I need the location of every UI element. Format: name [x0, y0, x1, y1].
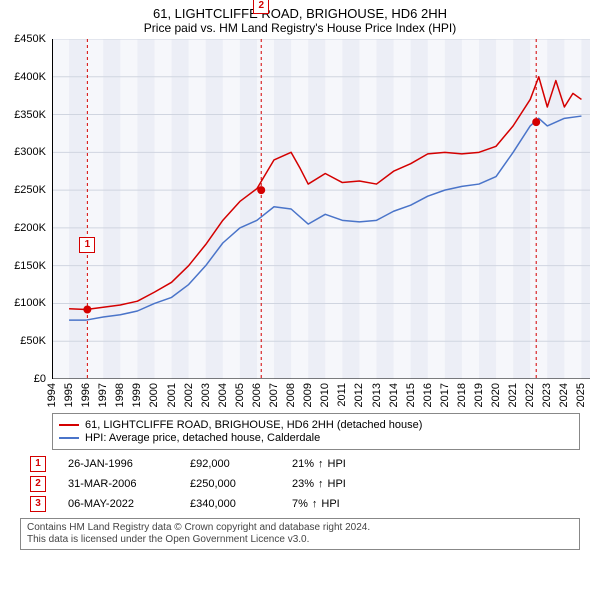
x-tick-label: 2009: [302, 383, 314, 407]
plot-area: 123: [52, 39, 590, 379]
legend-item-property: 61, LIGHTCLIFFE ROAD, BRIGHOUSE, HD6 2HH…: [59, 419, 573, 431]
sale-marker-badge: 1: [79, 237, 95, 253]
y-tick-label: £300K: [2, 146, 46, 158]
x-tick-label: 2006: [251, 383, 263, 407]
x-tick-label: 1996: [80, 383, 92, 407]
y-tick-label: £50K: [2, 335, 46, 347]
y-tick-label: £100K: [2, 297, 46, 309]
page: 61, LIGHTCLIFFE ROAD, BRIGHOUSE, HD6 2HH…: [0, 0, 600, 590]
x-tick-label: 2022: [524, 383, 536, 407]
y-tick-label: £400K: [2, 71, 46, 83]
sale-date: 26-JAN-1996: [68, 458, 168, 470]
x-tick-label: 1995: [63, 383, 75, 407]
sale-pct-vs-hpi: 23%↑HPI: [292, 478, 382, 490]
chart: 123 £0£50K£100K£150K£200K£250K£300K£350K…: [52, 39, 590, 409]
attribution-line: Contains HM Land Registry data © Crown c…: [27, 522, 573, 534]
sale-marker-badge: 1: [30, 456, 46, 472]
sale-price: £250,000: [190, 478, 270, 490]
x-tick-label: 2019: [473, 383, 485, 407]
x-tick-label: 2025: [575, 383, 587, 407]
chart-title: 61, LIGHTCLIFFE ROAD, BRIGHOUSE, HD6 2HH: [0, 0, 600, 21]
sale-marker-badge: 2: [30, 476, 46, 492]
x-tick-label: 2000: [148, 383, 160, 407]
x-tick-label: 2020: [490, 383, 502, 407]
sale-price: £92,000: [190, 458, 270, 470]
x-tick-label: 1997: [97, 383, 109, 407]
sale-marker-badge: 2: [253, 0, 269, 14]
sale-marker-badge: 3: [30, 496, 46, 512]
y-axis: £0£50K£100K£150K£200K£250K£300K£350K£400…: [2, 39, 50, 379]
x-tick-label: 2012: [353, 383, 365, 407]
x-tick-label: 2018: [456, 383, 468, 407]
attribution-line: This data is licensed under the Open Gov…: [27, 534, 573, 546]
x-tick-label: 2002: [183, 383, 195, 407]
legend: 61, LIGHTCLIFFE ROAD, BRIGHOUSE, HD6 2HH…: [52, 413, 580, 450]
sale-row: 3 06-MAY-2022 £340,000 7%↑HPI: [30, 496, 580, 512]
arrow-up-icon: ↑: [318, 478, 324, 490]
y-tick-label: £150K: [2, 260, 46, 272]
arrow-up-icon: ↑: [312, 498, 318, 510]
x-tick-label: 2015: [405, 383, 417, 407]
sale-row: 2 31-MAR-2006 £250,000 23%↑HPI: [30, 476, 580, 492]
y-tick-label: £350K: [2, 109, 46, 121]
arrow-up-icon: ↑: [318, 458, 324, 470]
legend-swatch: [59, 424, 79, 426]
y-tick-label: £200K: [2, 222, 46, 234]
x-tick-label: 2023: [541, 383, 553, 407]
sale-pct-vs-hpi: 7%↑HPI: [292, 498, 382, 510]
x-tick-label: 2008: [285, 383, 297, 407]
x-tick-label: 2013: [371, 383, 383, 407]
x-tick-label: 2010: [319, 383, 331, 407]
x-tick-label: 2005: [234, 383, 246, 407]
x-tick-label: 2021: [507, 383, 519, 407]
legend-label: 61, LIGHTCLIFFE ROAD, BRIGHOUSE, HD6 2HH…: [85, 419, 422, 431]
x-tick-label: 2024: [558, 383, 570, 407]
sale-date: 06-MAY-2022: [68, 498, 168, 510]
sale-price: £340,000: [190, 498, 270, 510]
legend-item-hpi: HPI: Average price, detached house, Cald…: [59, 432, 573, 444]
y-tick-label: £0: [2, 373, 46, 385]
sales-table: 1 26-JAN-1996 £92,000 21%↑HPI 2 31-MAR-2006 £2…: [30, 456, 580, 512]
legend-swatch: [59, 437, 79, 439]
x-axis: 1994199519961997199819992000200120022003…: [52, 379, 590, 409]
x-tick-label: 2014: [388, 383, 400, 407]
x-tick-label: 2007: [268, 383, 280, 407]
x-tick-label: 1994: [46, 383, 58, 407]
legend-label: HPI: Average price, detached house, Cald…: [85, 432, 320, 444]
x-tick-label: 2016: [422, 383, 434, 407]
sale-date: 31-MAR-2006: [68, 478, 168, 490]
x-tick-label: 1998: [114, 383, 126, 407]
sale-row: 1 26-JAN-1996 £92,000 21%↑HPI: [30, 456, 580, 472]
x-tick-label: 1999: [131, 383, 143, 407]
attribution: Contains HM Land Registry data © Crown c…: [20, 518, 580, 550]
sale-pct-vs-hpi: 21%↑HPI: [292, 458, 382, 470]
x-tick-label: 2004: [217, 383, 229, 407]
y-tick-label: £250K: [2, 184, 46, 196]
x-tick-label: 2001: [166, 383, 178, 407]
x-tick-label: 2011: [336, 383, 348, 407]
chart-subtitle: Price paid vs. HM Land Registry's House …: [0, 21, 600, 39]
x-tick-label: 2017: [439, 383, 451, 407]
y-tick-label: £450K: [2, 33, 46, 45]
x-tick-label: 2003: [200, 383, 212, 407]
